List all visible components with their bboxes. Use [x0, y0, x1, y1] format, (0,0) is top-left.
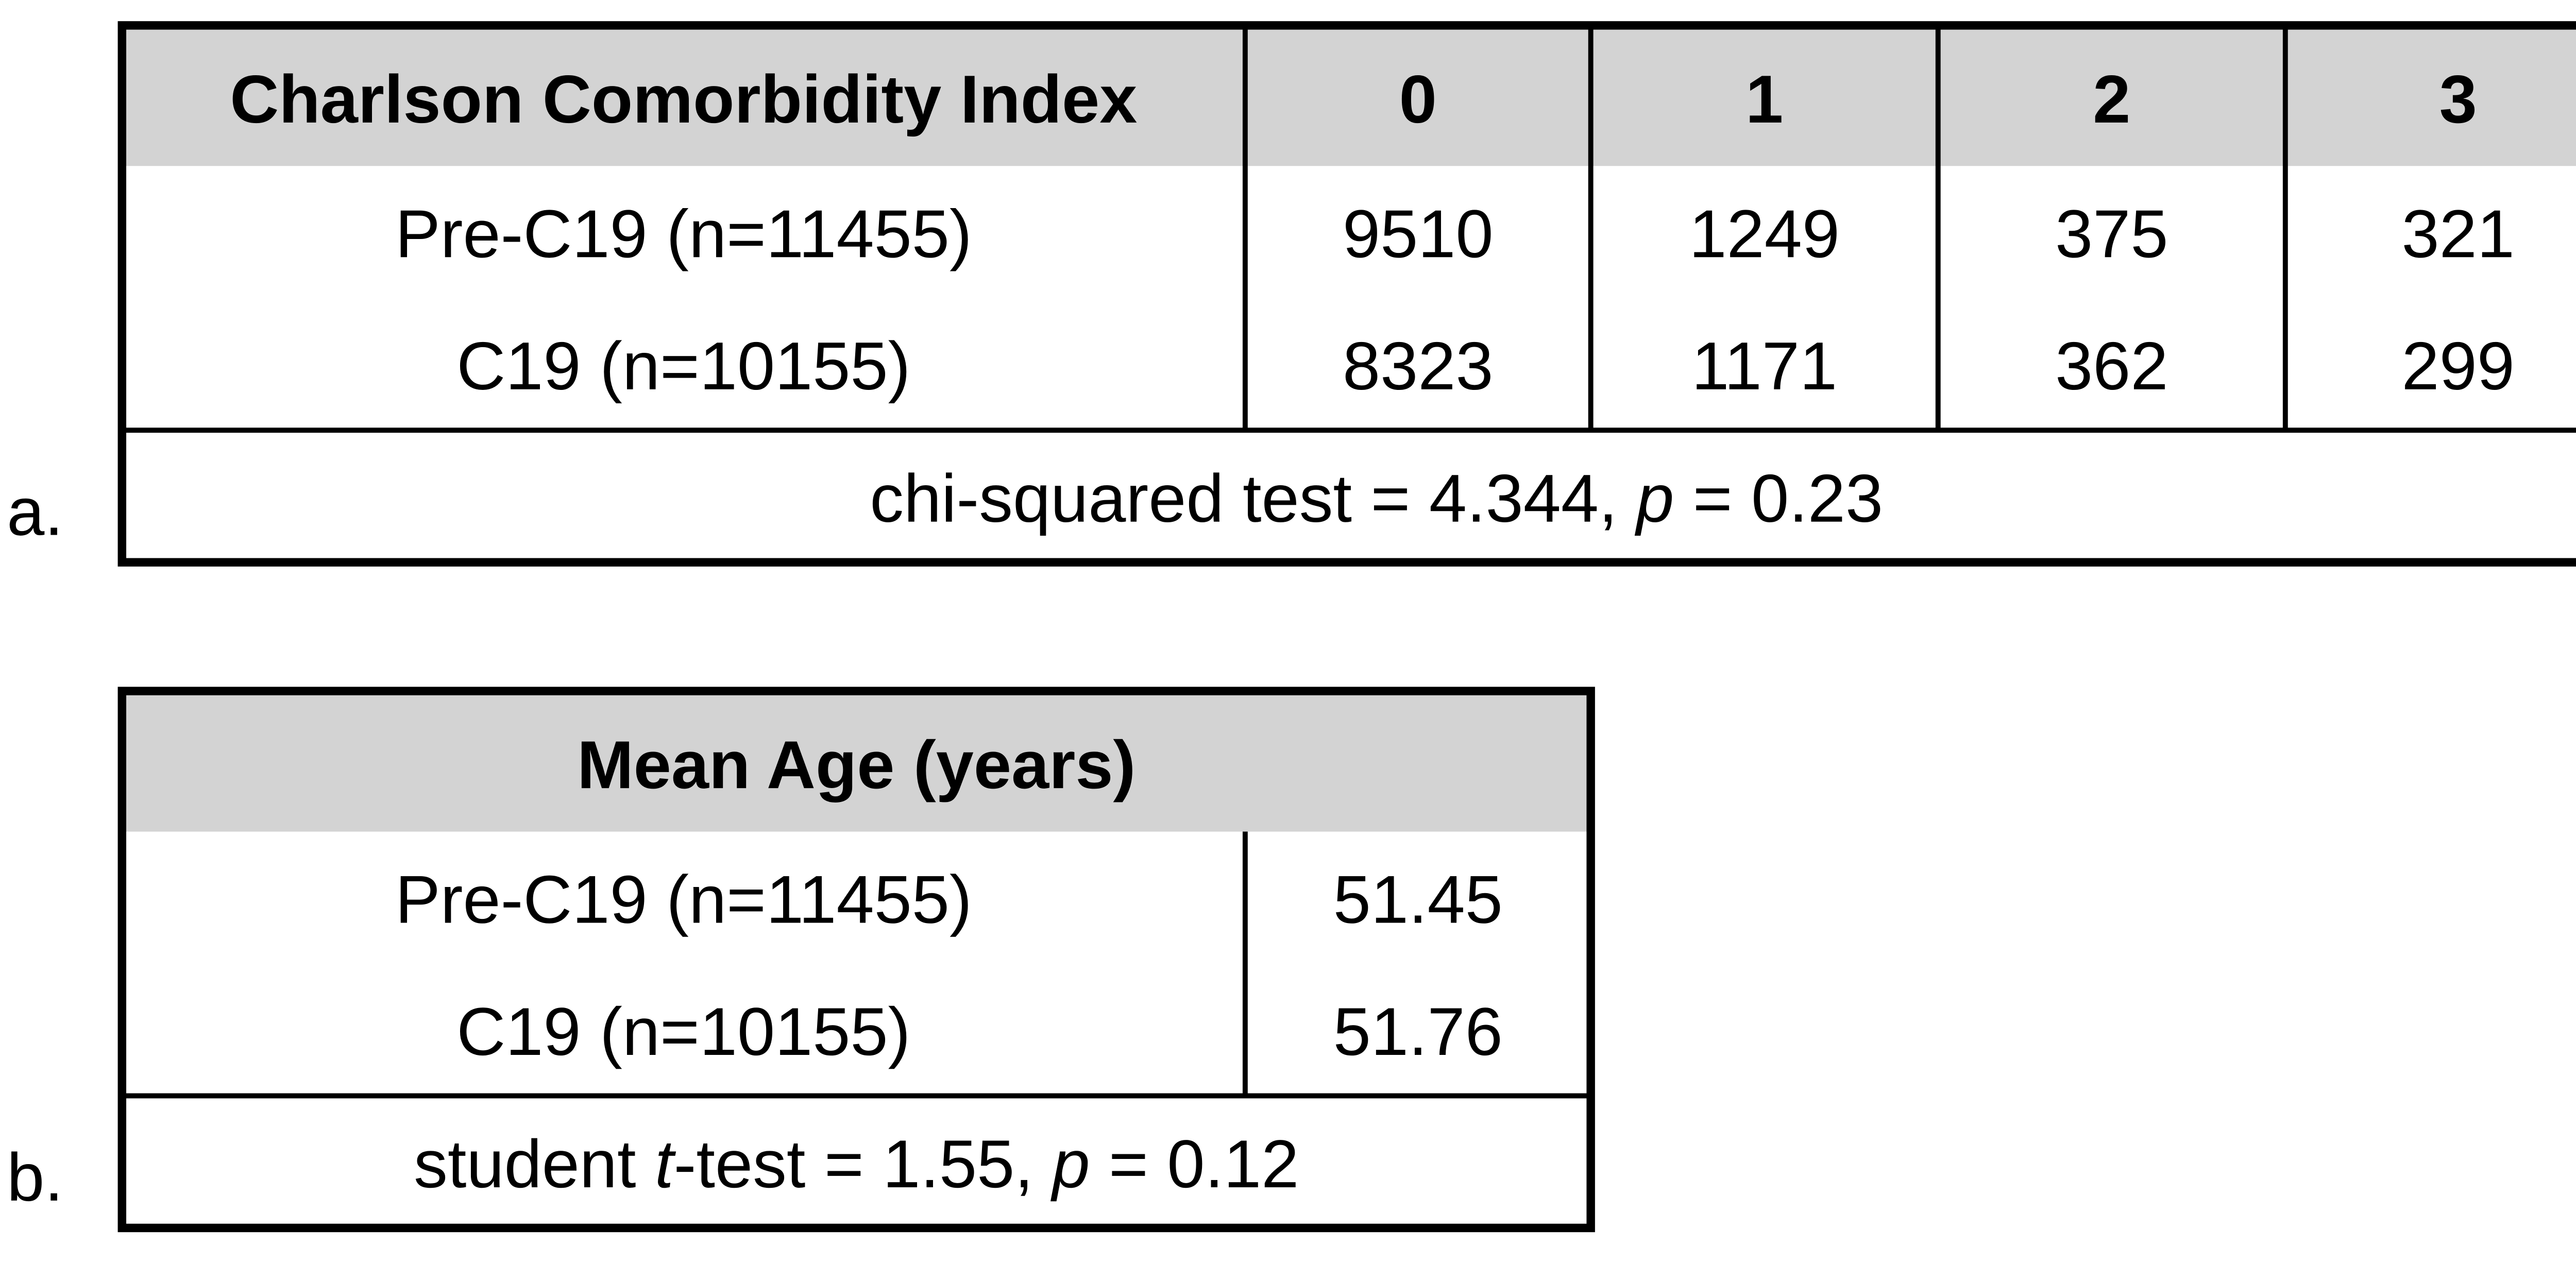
- row-label: Pre-C19 (n=11455): [395, 196, 972, 271]
- footer-segment: t: [655, 1125, 676, 1201]
- cell: 51.76: [1333, 994, 1503, 1069]
- header-cell: Mean Age (years): [577, 727, 1136, 803]
- cell: 1171: [1691, 328, 1837, 404]
- cell: 362: [2055, 328, 2168, 404]
- panel-label: a.: [7, 474, 63, 550]
- header-background: [122, 691, 1591, 832]
- footer-segment: p: [1634, 460, 1674, 536]
- table: Charlson Comorbidity Index 0 1 2 3 Pre-C19 (n…: [117, 21, 2576, 567]
- cell: 1249: [1689, 196, 1840, 271]
- footer-segment: chi-squared test = 4.344,: [870, 460, 1636, 536]
- header-cell: 1: [1745, 61, 1783, 137]
- cell: 51.45: [1333, 862, 1503, 937]
- footer-segment: p: [1050, 1125, 1090, 1201]
- footer-segment: -test = 1.55,: [674, 1125, 1053, 1201]
- footer-segment: student: [414, 1125, 655, 1201]
- footer-segment: = 0.23: [1674, 460, 1883, 536]
- panel-label: b.: [7, 1139, 63, 1215]
- cell: 8323: [1343, 328, 1494, 404]
- table-border: [117, 687, 1595, 1233]
- table-border: [117, 21, 2576, 567]
- cell: 9510: [1343, 196, 1494, 271]
- row-label: C19 (n=10155): [456, 994, 910, 1069]
- footer-segment: = 0.12: [1090, 1125, 1299, 1201]
- cell: 375: [2055, 196, 2168, 271]
- header-cell: 2: [2093, 61, 2130, 137]
- footer-text: student t-test = 1.55, p = 0.12: [414, 1125, 1299, 1201]
- header-cell: Charlson Comorbidity Index: [230, 61, 1137, 137]
- row-label: C19 (n=10155): [456, 328, 910, 404]
- header-background: [122, 25, 2576, 166]
- table: Mean Age (years) Pre-C19 (n=11455) 51.45 C1…: [117, 687, 1595, 1233]
- header-cell: 3: [2439, 61, 2477, 137]
- header-cell: 0: [1399, 61, 1437, 137]
- footer-text: chi-squared test = 4.344, p = 0.23: [870, 460, 1883, 536]
- cell: 321: [2402, 196, 2515, 271]
- row-label: Pre-C19 (n=11455): [395, 862, 972, 937]
- cell: 299: [2402, 328, 2515, 404]
